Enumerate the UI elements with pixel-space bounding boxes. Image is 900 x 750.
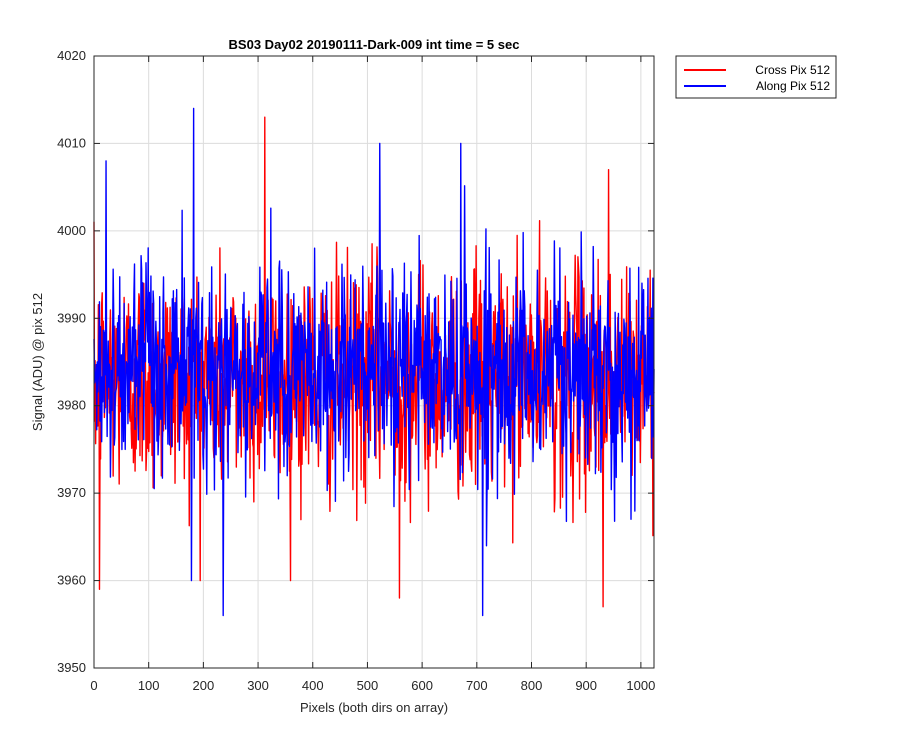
legend: Cross Pix 512 Along Pix 512	[675, 55, 837, 99]
y-tick-label: 4020	[57, 48, 86, 63]
x-tick-label: 300	[247, 678, 269, 693]
y-tick-label: 3950	[57, 660, 86, 675]
y-axis-label: Signal (ADU) @ pix 512	[30, 293, 45, 431]
axes-box	[93, 55, 655, 669]
y-tick-label: 4000	[57, 223, 86, 238]
y-tick-label: 3990	[57, 310, 86, 325]
x-tick-label: 900	[575, 678, 597, 693]
x-tick-label: 500	[357, 678, 379, 693]
legend-entry: Cross Pix 512	[755, 63, 830, 77]
x-tick-label: 700	[466, 678, 488, 693]
ticks: 0 100 200 300 400 500 600 700 800 900 1000 3950 3960…	[57, 48, 655, 693]
y-tick-label: 3960	[57, 573, 86, 588]
series-line-2	[93, 107, 655, 617]
x-tick-label: 200	[193, 678, 215, 693]
x-tick-label: 400	[302, 678, 324, 693]
legend-entry: Along Pix 512	[756, 79, 830, 93]
y-tick-label: 3980	[57, 398, 86, 413]
x-tick-label: 1000	[626, 678, 655, 693]
x-axis-label: Pixels (both dirs on array)	[300, 700, 448, 715]
x-tick-label: 0	[90, 678, 97, 693]
legend-box	[675, 55, 837, 99]
y-tick-label: 4010	[57, 135, 86, 150]
chart-title: BS03 Day02 20190111-Dark-009 int time = …	[229, 37, 520, 52]
x-tick-label: 100	[138, 678, 160, 693]
y-tick-label: 3970	[57, 485, 86, 500]
x-tick-label: 800	[521, 678, 543, 693]
plot-lines	[93, 107, 655, 617]
x-tick-label: 600	[411, 678, 433, 693]
